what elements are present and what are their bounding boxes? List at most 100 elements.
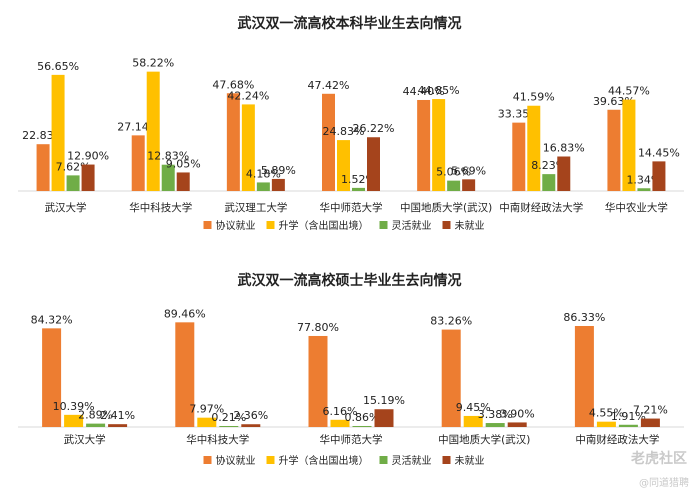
- chart2-bar-further_study: [463, 415, 483, 427]
- chart1-data-label: 5.06%: [436, 166, 471, 179]
- chart1-category-label: 武汉理工大学: [224, 201, 287, 214]
- chart2-bar-employed: [175, 322, 195, 427]
- chart2-legend-swatch-employed: [203, 456, 212, 464]
- chart1-bar-further_study: [432, 99, 446, 191]
- chart1-bar-employed: [322, 93, 335, 191]
- chart2-bar-employed: [574, 325, 594, 427]
- chart2-data-label: 7.21%: [633, 404, 668, 417]
- chart2-data-label: 2.36%: [233, 409, 268, 422]
- chart1-legend-label: 灵活就业: [392, 219, 432, 232]
- chart1-bar-further_study: [241, 104, 255, 191]
- chart2-bar-unemployed: [374, 409, 394, 427]
- chart2-data-label: 4.55%: [589, 407, 624, 420]
- chart2-data-label: 84.32%: [31, 313, 73, 326]
- chart1-legend-swatch-further_study: [266, 221, 275, 229]
- chart1-category-label: 中南财经政法大学: [499, 201, 583, 214]
- chart1-title: 武汉双一流高校本科毕业生去向情况: [238, 15, 462, 32]
- chart2-bar-further_study: [64, 414, 84, 427]
- chart1-data-label: 56.65%: [37, 60, 79, 73]
- chart2-data-label: 2.89%: [78, 409, 113, 422]
- chart2-bar-flexible: [352, 425, 372, 427]
- chart1-bar-unemployed: [176, 172, 190, 191]
- chart1-category-label: 武汉大学: [45, 201, 87, 214]
- chart1-bar-employed: [131, 135, 145, 191]
- chart1-data-label: 47.42%: [308, 79, 350, 92]
- chart1-data-label: 26.22%: [353, 122, 395, 135]
- chart1-bar-flexible: [447, 180, 461, 191]
- chart1-bar-unemployed: [462, 179, 476, 191]
- chart1-bar-employed: [417, 99, 431, 191]
- chart2-data-label: 86.33%: [563, 311, 605, 324]
- chart1-bar-unemployed: [652, 161, 666, 191]
- chart2-data-label: 0.21%: [211, 411, 246, 424]
- chart2-category-label: 中南财经政法大学: [575, 433, 659, 446]
- chart1-bar-employed: [36, 144, 50, 191]
- chart1-bar-employed: [226, 93, 240, 191]
- chart2-data-label: 89.46%: [164, 307, 206, 320]
- chart2-legend-swatch-flexible: [379, 456, 388, 464]
- chart1-data-label: 44.57%: [608, 85, 650, 98]
- chart1-bar-further_study: [622, 99, 636, 191]
- chart1-data-label: 5.69%: [451, 164, 486, 177]
- chart2-legend-label: 灵活就业: [392, 454, 432, 467]
- chart1-data-label: 12.83%: [147, 150, 189, 163]
- chart1-legend-swatch-flexible: [379, 221, 388, 229]
- chart2-data-label: 15.19%: [363, 394, 405, 407]
- chart1-bar-employed: [512, 122, 526, 191]
- chart2-bar-unemployed: [640, 418, 660, 427]
- chart2-legend-label: 升学（含出国出境）: [279, 454, 369, 467]
- chart2-bar-further_study: [596, 421, 616, 427]
- chart2-legend-label: 协议就业: [216, 454, 256, 467]
- chart1-category-label: 华中科技大学: [129, 201, 192, 214]
- chart1-bar-flexible: [66, 175, 80, 191]
- chart2-bar-employed: [42, 328, 62, 427]
- chart2-legend-label: 未就业: [455, 454, 485, 467]
- chart2-bar-flexible: [485, 423, 505, 427]
- chart2-title: 武汉双一流高校硕士毕业生去向情况: [238, 272, 462, 289]
- chart1-legend-label: 协议就业: [216, 219, 256, 232]
- chart2-bar-employed: [308, 335, 328, 427]
- chart2-category-label: 华中科技大学: [186, 433, 249, 446]
- chart2-bar-flexible: [86, 423, 106, 427]
- chart1-data-label: 44.85%: [418, 84, 460, 97]
- chart2-data-label: 0.86%: [345, 411, 380, 424]
- chart1-legend-swatch-employed: [203, 221, 212, 229]
- chart1-bar-unemployed: [367, 137, 380, 191]
- chart2-data-label: 1.91%: [611, 410, 646, 423]
- chart1-bar-further_study: [146, 71, 160, 191]
- chart1-bar-flexible: [637, 188, 651, 191]
- chart2-data-label: 83.26%: [430, 315, 472, 328]
- chart1-bar-unemployed: [557, 156, 571, 191]
- chart1-data-label: 47.68%: [212, 78, 254, 91]
- chart2-bar-employed: [441, 329, 461, 427]
- chart1-bar-flexible: [256, 182, 270, 191]
- chart1-legend-swatch-unemployed: [442, 221, 451, 229]
- watermark-brand: 老虎社区: [631, 451, 687, 467]
- chart1-data-label: 12.90%: [67, 150, 109, 163]
- chart1-bar-unemployed: [271, 178, 285, 191]
- chart2-data-label: 77.80%: [297, 321, 339, 334]
- chart1-data-label: 44.40%: [403, 85, 445, 98]
- chart1-legend-label: 升学（含出国出境）: [279, 219, 369, 232]
- chart1-bar-flexible: [352, 187, 365, 191]
- chart1-data-label: 24.83%: [323, 125, 365, 138]
- chart2-category-label: 华中师范大学: [320, 433, 383, 446]
- chart2-category-label: 武汉大学: [64, 433, 106, 446]
- chart1-bar-further_study: [51, 74, 65, 191]
- chart2-bar-unemployed: [108, 424, 128, 427]
- chart2-category-label: 中国地质大学(武汉): [438, 433, 530, 446]
- chart1-data-label: 14.45%: [638, 146, 680, 159]
- chart1-category-label: 华中师范大学: [320, 201, 383, 214]
- chart1-bar-flexible: [161, 164, 175, 191]
- chart1-bar-further_study: [527, 105, 541, 191]
- chart1-category-label: 华中农业大学: [605, 201, 668, 214]
- chart1-data-label: 4.18%: [246, 167, 281, 180]
- chart1-data-label: 41.59%: [513, 91, 555, 104]
- chart1-data-label: 9.05%: [166, 157, 201, 170]
- chart2-legend-swatch-unemployed: [442, 456, 451, 464]
- chart2-bar-unemployed: [241, 424, 261, 427]
- chart2-bar-flexible: [219, 426, 239, 427]
- chart1-bar-flexible: [542, 174, 556, 191]
- chart2-data-label: 2.41%: [100, 409, 135, 422]
